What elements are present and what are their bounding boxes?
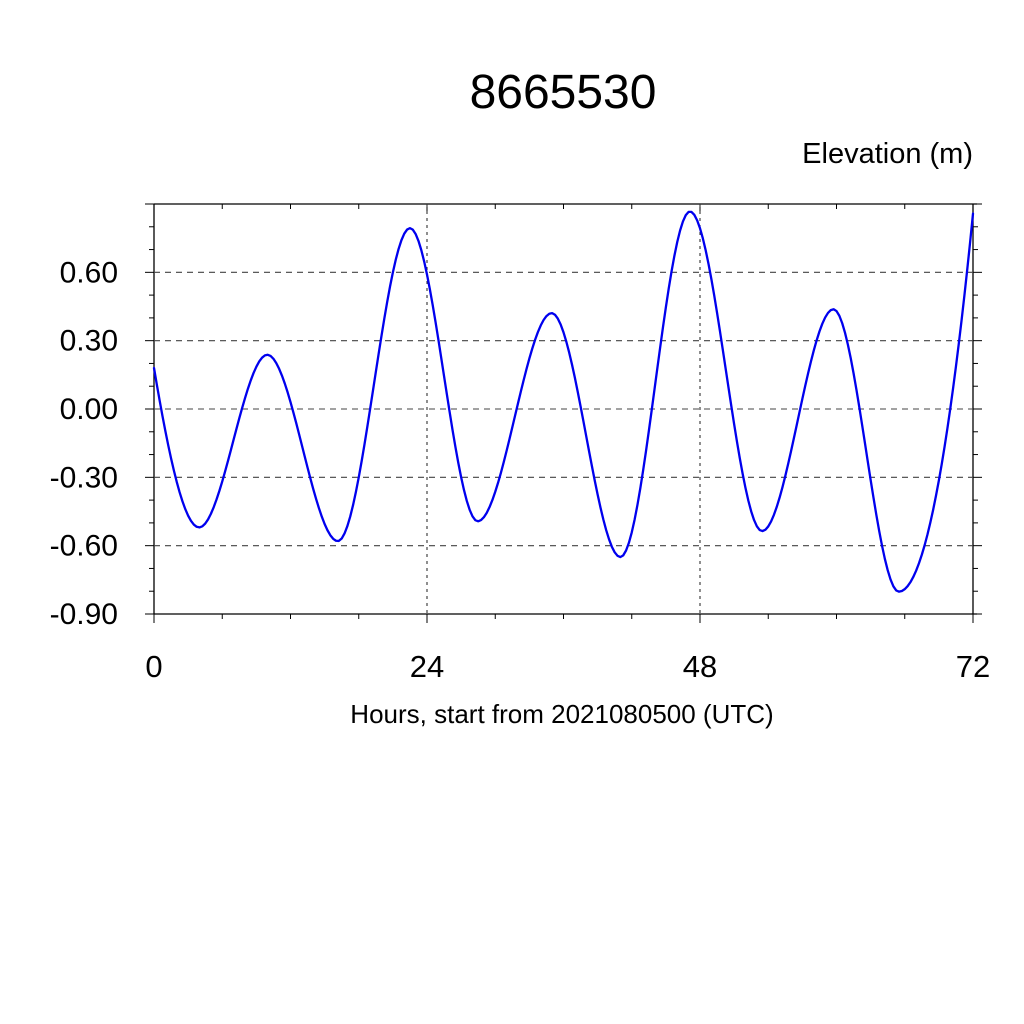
svg-text:0: 0 [145,649,162,684]
svg-text:Hours, start from 2021080500 (: Hours, start from 2021080500 (UTC) [350,699,773,729]
svg-text:24: 24 [410,649,444,684]
svg-text:-0.90: -0.90 [50,598,118,631]
svg-text:48: 48 [683,649,717,684]
svg-text:0.60: 0.60 [60,256,118,289]
svg-text:0.30: 0.30 [60,325,118,358]
svg-text:-0.30: -0.30 [50,461,118,494]
svg-text:-0.60: -0.60 [50,530,118,563]
svg-text:72: 72 [956,649,990,684]
svg-text:0.00: 0.00 [60,393,118,426]
svg-text:Elevation (m): Elevation (m) [802,138,973,170]
svg-text:8665530: 8665530 [470,66,657,119]
